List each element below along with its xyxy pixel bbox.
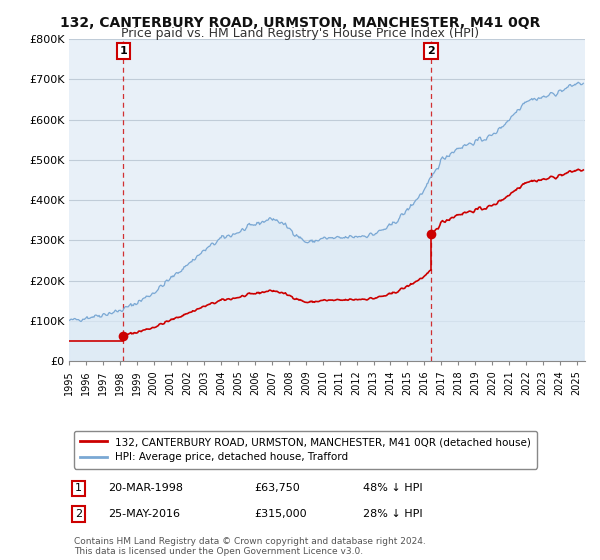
Text: 48% ↓ HPI: 48% ↓ HPI (363, 483, 423, 493)
Text: 132, CANTERBURY ROAD, URMSTON, MANCHESTER, M41 0QR: 132, CANTERBURY ROAD, URMSTON, MANCHESTE… (60, 16, 540, 30)
Text: £63,750: £63,750 (255, 483, 301, 493)
Text: 1: 1 (119, 46, 127, 56)
Text: 20-MAR-1998: 20-MAR-1998 (108, 483, 182, 493)
Legend: 132, CANTERBURY ROAD, URMSTON, MANCHESTER, M41 0QR (detached house), HPI: Averag: 132, CANTERBURY ROAD, URMSTON, MANCHESTE… (74, 431, 537, 469)
Text: 2: 2 (427, 46, 435, 56)
Text: 2: 2 (75, 509, 82, 519)
Text: Price paid vs. HM Land Registry's House Price Index (HPI): Price paid vs. HM Land Registry's House … (121, 27, 479, 40)
Text: 28% ↓ HPI: 28% ↓ HPI (363, 509, 423, 519)
Text: Contains HM Land Registry data © Crown copyright and database right 2024.
This d: Contains HM Land Registry data © Crown c… (74, 536, 426, 556)
Text: 1: 1 (75, 483, 82, 493)
Text: 25-MAY-2016: 25-MAY-2016 (108, 509, 180, 519)
Text: £315,000: £315,000 (255, 509, 307, 519)
